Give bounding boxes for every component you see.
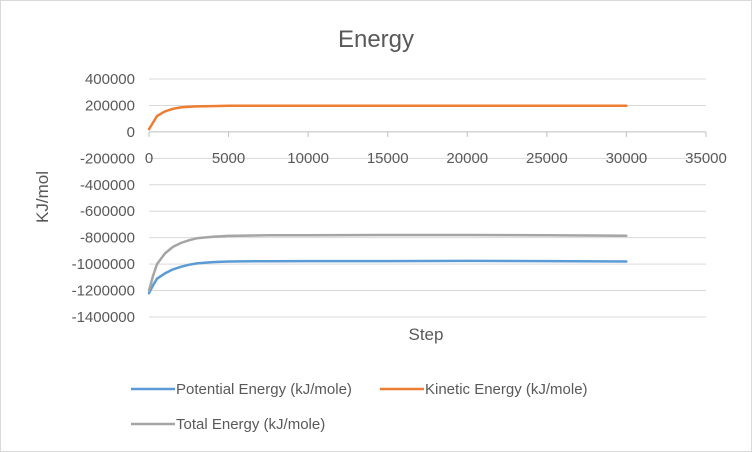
series-layer (147, 104, 628, 295)
y-tick-label: 0 (127, 124, 135, 141)
legend: Potential Energy (kJ/mole) Kinetic Energy… (131, 381, 588, 433)
series-line-2 (147, 104, 628, 131)
y-tick-label: -1400000 (72, 309, 135, 326)
y-tick-label: 400000 (85, 71, 135, 88)
y-tick-label: -600000 (80, 203, 135, 220)
x-axis-ticks: 0 5000 10000 15000 20000 25000 30000 35000 (145, 131, 727, 167)
x-tick-label: 30000 (606, 150, 648, 167)
y-tick-label: -1200000 (72, 283, 135, 300)
x-tick-label: 25000 (526, 150, 568, 167)
legend-label-3: Total Energy (kJ/mole) (176, 416, 325, 433)
x-tick-label: 5000 (212, 150, 245, 167)
legend-label-1: Potential Energy (kJ/mole) (176, 381, 352, 398)
y-tick-label: -1000000 (72, 256, 135, 273)
grid-layer (149, 78, 706, 318)
y-tick-label: -200000 (80, 150, 135, 167)
series-line-1 (147, 259, 628, 295)
legend-label-2: Kinetic Energy (kJ/mole) (425, 381, 588, 398)
x-tick-label: 15000 (367, 150, 409, 167)
series-line-3 (147, 233, 628, 292)
x-tick-label: 35000 (685, 150, 727, 167)
y-axis-title: KJ/mol (33, 171, 52, 223)
y-tick-label: 200000 (85, 97, 135, 114)
x-tick-label: 20000 (446, 150, 488, 167)
x-tick-label: 0 (145, 150, 153, 167)
x-axis-title: Step (409, 325, 444, 344)
y-tick-label: -400000 (80, 177, 135, 194)
chart-title: Energy (338, 26, 414, 53)
y-axis-ticks: 400000 200000 0 -200000 -400000 -600000 -80000… (72, 71, 135, 326)
x-tick-label: 10000 (287, 150, 329, 167)
y-tick-label: -800000 (80, 230, 135, 247)
